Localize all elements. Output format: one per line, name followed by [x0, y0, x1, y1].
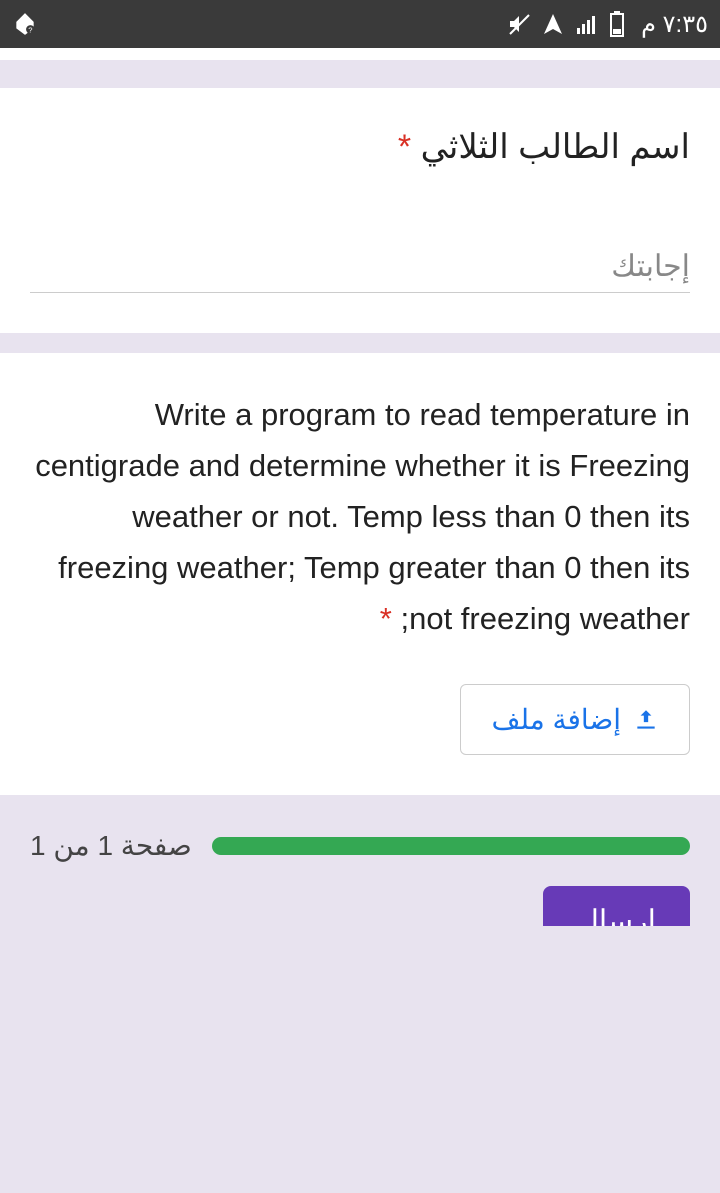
- required-asterisk: *: [398, 128, 411, 166]
- submit-label: إرسال: [577, 905, 656, 926]
- add-file-label: إضافة ملف: [491, 703, 621, 736]
- location-icon: [541, 12, 565, 36]
- question-label: اسم الطالب الثلاثي *: [30, 124, 690, 172]
- progress-row: صفحة 1 من 1: [0, 815, 720, 876]
- add-file-button[interactable]: إضافة ملف: [460, 684, 690, 755]
- form-top-strip: [0, 48, 720, 60]
- question-text-content: Write a program to read temperature in c…: [35, 397, 690, 637]
- question-label-text: اسم الطالب الثلاثي: [421, 128, 690, 166]
- submit-button[interactable]: إرسال: [543, 886, 690, 926]
- mute-icon: [507, 12, 531, 36]
- progress-bar: [212, 837, 690, 855]
- status-time: ٧:٣٥ م: [641, 10, 708, 39]
- battery-icon: [609, 11, 625, 37]
- notification-icon: ?: [12, 11, 38, 37]
- status-bar: ? ٧:٣٥ م: [0, 0, 720, 48]
- name-input[interactable]: [30, 242, 690, 293]
- question-card-name: اسم الطالب الثلاثي *: [0, 88, 720, 333]
- signal-icon: [575, 12, 599, 36]
- progress-label: صفحة 1 من 1: [30, 829, 192, 862]
- question-text: Write a program to read temperature in c…: [30, 389, 690, 645]
- svg-text:?: ?: [28, 26, 32, 35]
- required-asterisk: *: [380, 601, 392, 636]
- question-card-program: Write a program to read temperature in c…: [0, 353, 720, 796]
- upload-icon: [633, 707, 659, 733]
